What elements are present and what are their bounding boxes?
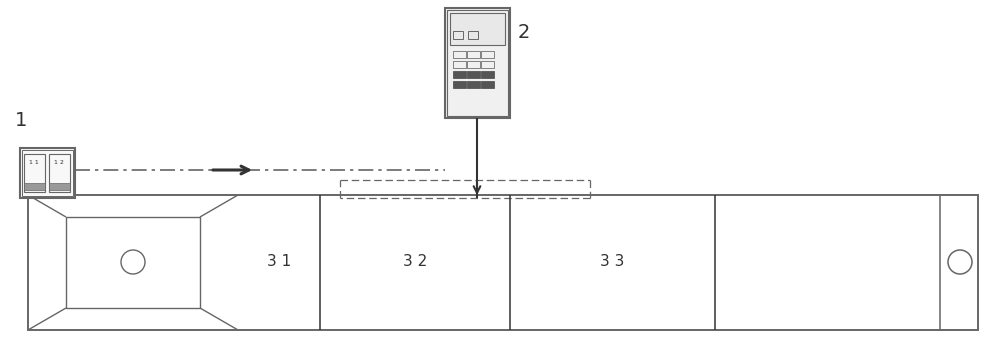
- Text: 3 2: 3 2: [403, 254, 427, 269]
- Bar: [467, 81, 480, 88]
- Text: 2: 2: [518, 23, 530, 42]
- Bar: [49, 183, 70, 190]
- Bar: [453, 71, 466, 78]
- Bar: [66, 217, 200, 308]
- Text: 3 1: 3 1: [267, 254, 291, 269]
- Bar: [24, 154, 45, 192]
- Bar: [467, 71, 480, 78]
- Bar: [24, 183, 45, 190]
- Bar: [28, 195, 978, 330]
- Bar: [20, 148, 75, 198]
- Bar: [450, 13, 505, 45]
- Text: 1 1: 1 1: [29, 160, 39, 164]
- Text: 3 3: 3 3: [600, 254, 624, 269]
- Bar: [467, 51, 480, 58]
- Bar: [453, 81, 466, 88]
- Bar: [481, 51, 494, 58]
- Bar: [22, 150, 73, 196]
- Bar: [481, 71, 494, 78]
- Bar: [481, 81, 494, 88]
- Bar: [453, 51, 466, 58]
- Bar: [467, 61, 480, 68]
- Bar: [453, 61, 466, 68]
- Bar: [453, 31, 463, 39]
- Bar: [445, 8, 510, 118]
- Bar: [49, 154, 70, 192]
- Text: 1: 1: [15, 110, 27, 130]
- Text: 1 2: 1 2: [54, 160, 64, 164]
- Bar: [468, 31, 478, 39]
- Bar: [447, 10, 508, 116]
- Bar: [481, 61, 494, 68]
